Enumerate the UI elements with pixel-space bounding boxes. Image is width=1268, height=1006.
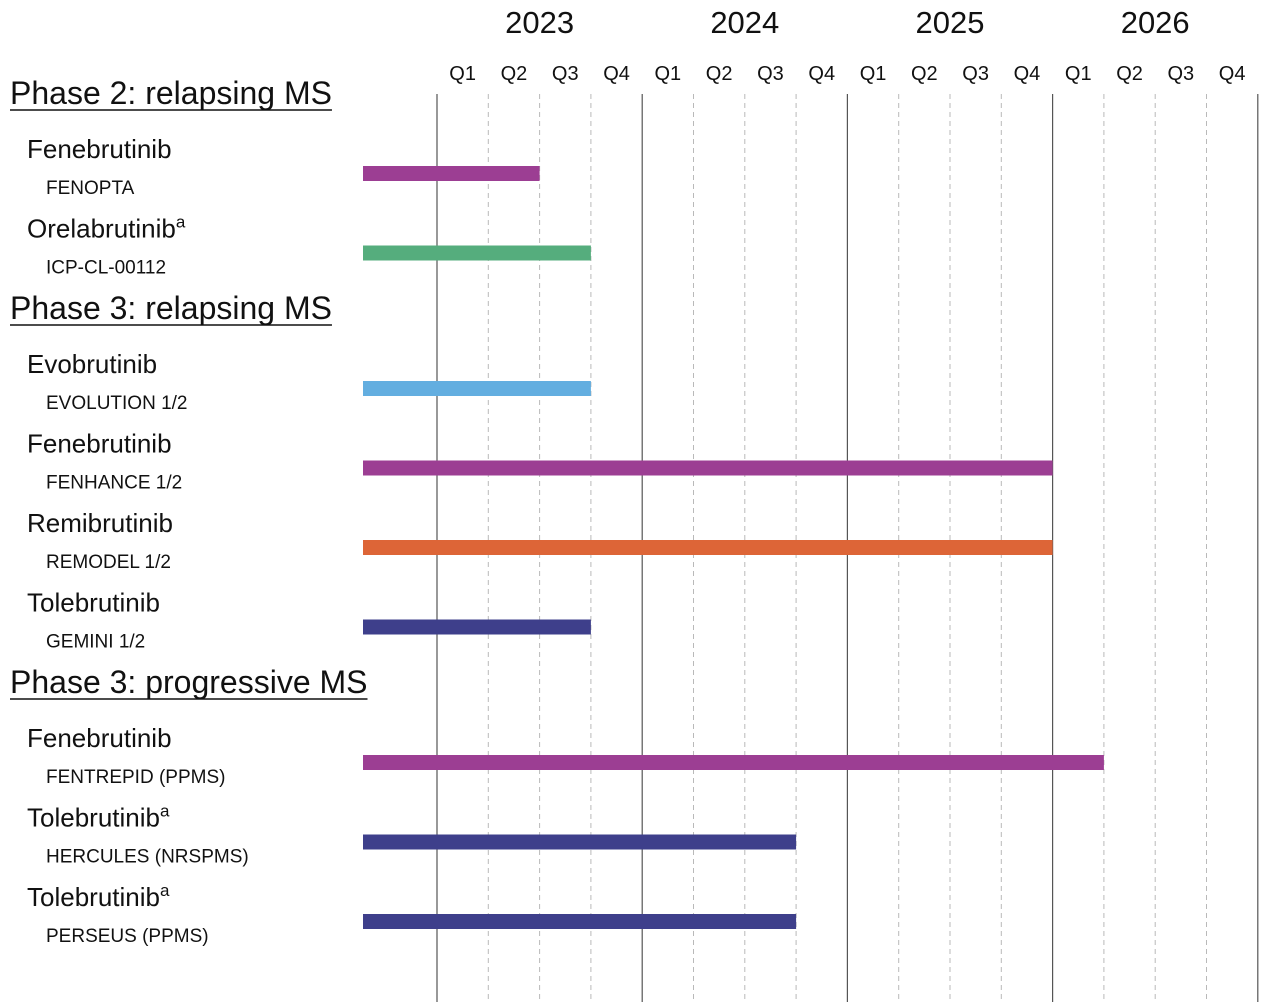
- quarter-label: Q2: [501, 63, 528, 85]
- drug-name-text: Remibrutinib: [27, 508, 173, 538]
- trial-duration-bar: [363, 245, 591, 261]
- quarter-label: Q2: [1116, 63, 1143, 85]
- quarter-label: Q3: [1168, 63, 1195, 85]
- drug-superscript: a: [176, 213, 186, 232]
- trial-duration-bar: [363, 914, 797, 929]
- drug-name: Remibrutinib: [27, 508, 173, 538]
- quarter-label: Q3: [552, 63, 579, 85]
- year-label: 2026: [1121, 5, 1190, 40]
- quarter-label: Q1: [860, 63, 887, 85]
- drug-name-text: Evobrutinib: [27, 349, 157, 379]
- drug-name-text: Tolebrutinib: [27, 803, 160, 833]
- year-label: 2023: [505, 5, 574, 40]
- drug-name-text: Tolebrutinib: [27, 588, 160, 618]
- trial-name: GEMINI 1/2: [46, 632, 145, 653]
- trial-duration-bar: [363, 166, 540, 181]
- trial-name: FENTREPID (PPMS): [46, 767, 225, 788]
- quarter-label: Q2: [706, 63, 733, 85]
- drug-name: Orelabrutiniba: [27, 213, 186, 244]
- quarter-label: Q1: [1065, 63, 1092, 85]
- trial-duration-bar: [363, 460, 1053, 476]
- drug-name: Fenebrutinib: [27, 429, 172, 459]
- quarter-label: Q2: [911, 63, 938, 85]
- drug-name-text: Fenebrutinib: [27, 134, 172, 164]
- quarter-label: Q4: [603, 63, 630, 85]
- drug-name-text: Tolebrutinib: [27, 882, 160, 912]
- year-label: 2025: [916, 5, 985, 40]
- quarter-label: Q4: [1014, 63, 1041, 85]
- drug-name: Tolebrutiniba: [27, 881, 170, 912]
- trial-name: REMODEL 1/2: [46, 552, 171, 573]
- trial-name: FENOPTA: [46, 178, 135, 199]
- drug-name: Fenebrutinib: [27, 134, 172, 164]
- drug-name: Evobrutinib: [27, 349, 157, 379]
- quarter-label: Q1: [655, 63, 682, 85]
- drug-name: Tolebrutiniba: [27, 802, 170, 833]
- drug-name-text: Orelabrutinib: [27, 214, 176, 244]
- trial-name: FENHANCE 1/2: [46, 473, 182, 494]
- drug-superscript: a: [160, 802, 170, 821]
- trial-duration-bar: [363, 755, 1104, 770]
- section-title: Phase 3: progressive MS: [10, 664, 368, 700]
- section-title: Phase 3: relapsing MS: [10, 290, 332, 326]
- trial-name: ICP-CL-00112: [46, 258, 166, 279]
- quarter-label: Q3: [757, 63, 784, 85]
- quarter-label: Q4: [808, 63, 835, 85]
- trial-name: EVOLUTION 1/2: [46, 393, 188, 414]
- year-label: 2024: [710, 5, 779, 40]
- trial-duration-bar: [363, 834, 797, 850]
- quarter-label: Q3: [962, 63, 989, 85]
- drug-name: Fenebrutinib: [27, 723, 172, 753]
- drug-name: Tolebrutinib: [27, 588, 160, 618]
- trial-duration-bar: [363, 381, 591, 396]
- drug-superscript: a: [160, 881, 170, 900]
- quarter-label: Q4: [1219, 63, 1246, 85]
- trial-name: PERSEUS (PPMS): [46, 926, 209, 947]
- quarter-label: Q1: [449, 63, 476, 85]
- section-title: Phase 2: relapsing MS: [10, 75, 332, 111]
- drug-name-text: Fenebrutinib: [27, 429, 172, 459]
- trial-duration-bar: [363, 540, 1053, 555]
- trial-name: HERCULES (NRSPMS): [46, 847, 249, 868]
- trial-duration-bar: [363, 619, 591, 635]
- drug-name-text: Fenebrutinib: [27, 723, 172, 753]
